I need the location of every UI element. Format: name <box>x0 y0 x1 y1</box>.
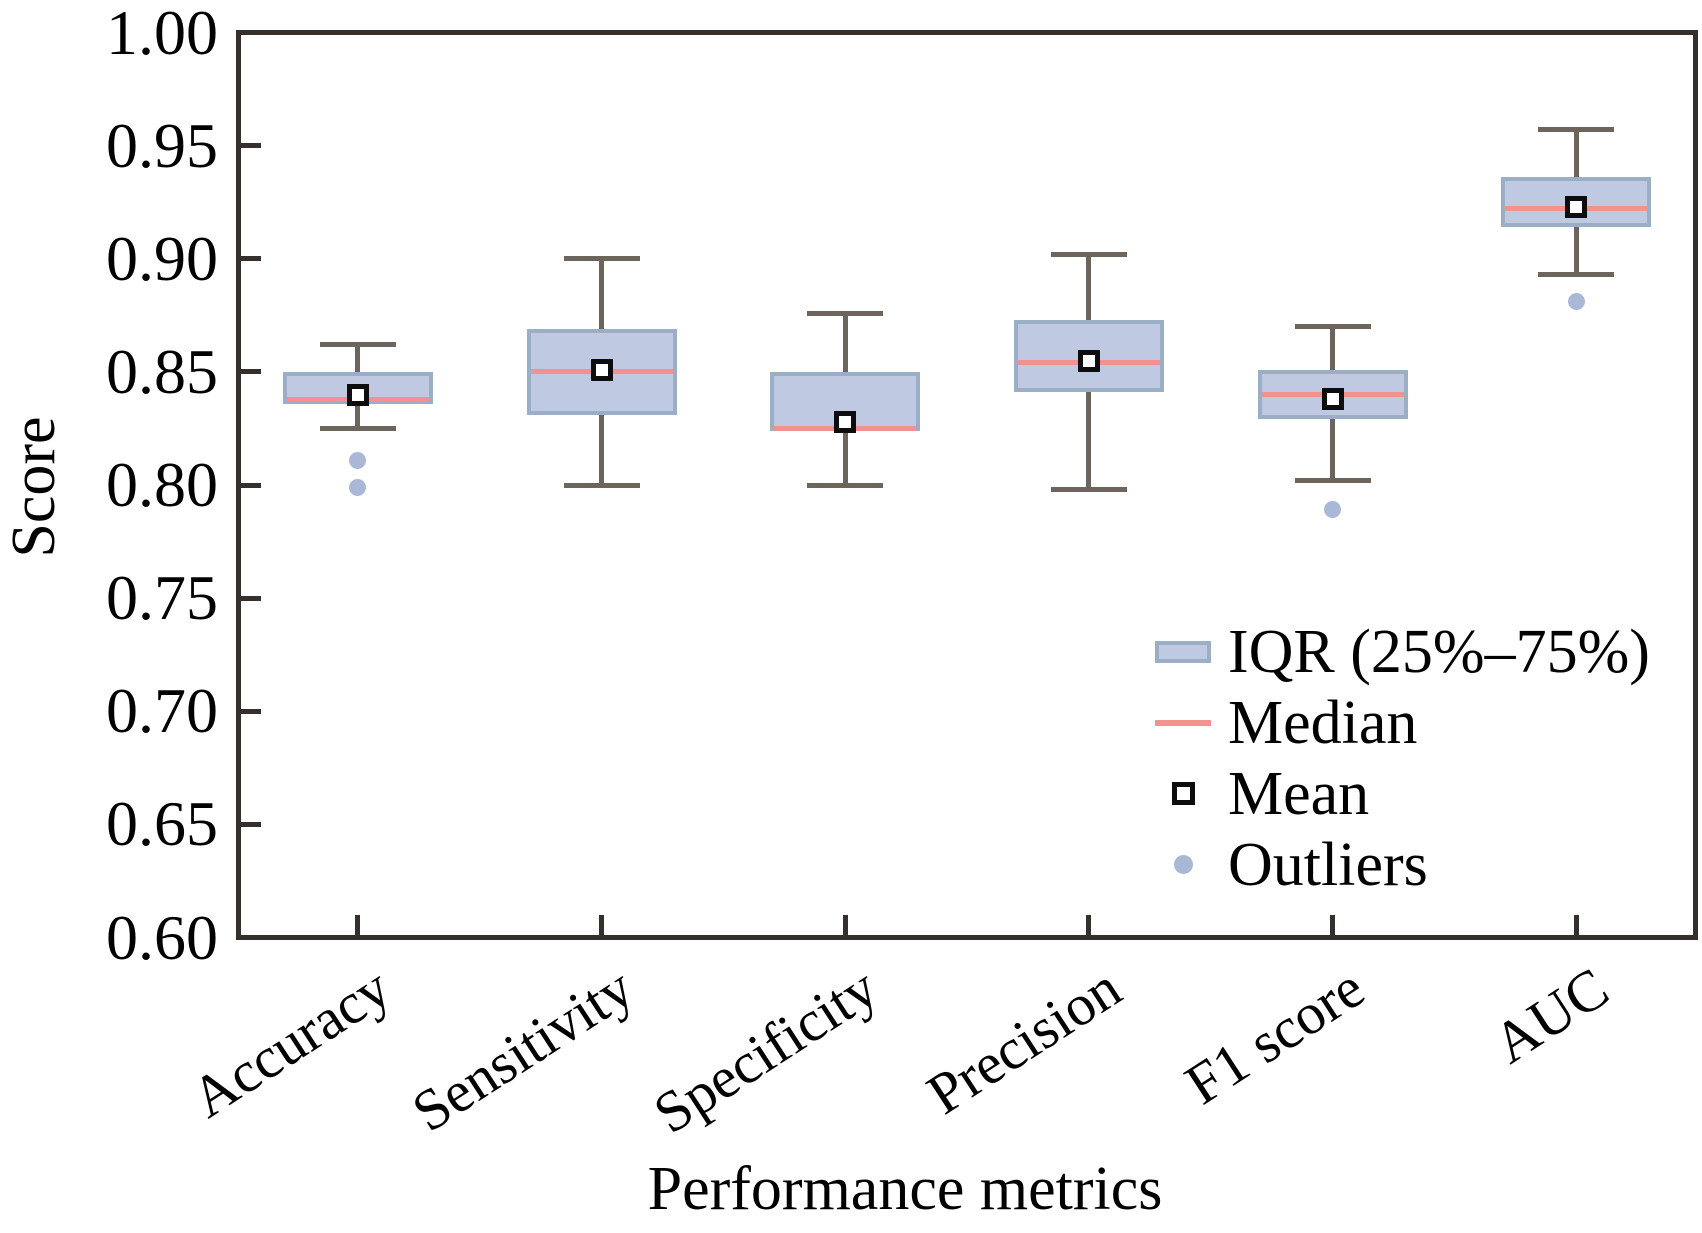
mean-accuracy <box>346 383 369 406</box>
mean-specificity <box>834 410 857 433</box>
plot-area <box>236 30 1698 940</box>
x-category-label-precision: Precision <box>915 954 1133 1127</box>
whisker-cap-top-accuracy <box>319 342 396 348</box>
outlier-f1-score <box>1324 501 1341 519</box>
y-tick <box>241 595 261 601</box>
whisker-cap-bottom-specificity <box>807 482 884 488</box>
y-tick-label: 0.80 <box>106 449 218 520</box>
y-tick-label: 0.85 <box>106 335 218 407</box>
y-tick-label: 0.60 <box>106 901 218 973</box>
legend-label-mean: Mean <box>1228 759 1370 828</box>
y-axis-title: Score <box>0 416 68 558</box>
legend-label-iqr: IQR (25%–75%) <box>1228 617 1650 686</box>
outlier-auc <box>1567 293 1585 311</box>
whisker-cap-top-sensitivity <box>563 256 640 262</box>
mean-sensitivity <box>590 358 613 381</box>
legend-item-mean: Mean <box>1155 758 1650 829</box>
box-auc <box>1501 177 1652 228</box>
y-tick <box>241 143 261 149</box>
whisker-lower-auc <box>1573 227 1579 275</box>
iqr-swatch-icon <box>1155 640 1211 663</box>
whisker-lower-specificity <box>842 430 848 485</box>
y-tick <box>241 482 261 488</box>
whisker-cap-top-f1-score <box>1294 324 1371 330</box>
y-tick-label: 0.95 <box>106 109 218 181</box>
y-tick <box>241 256 261 262</box>
x-tick <box>1573 915 1579 935</box>
x-category-label-f1-score: F1 score <box>1174 954 1376 1118</box>
whisker-lower-f1-score <box>1330 419 1335 481</box>
y-tick-label: 0.65 <box>106 788 218 860</box>
whisker-cap-top-specificity <box>807 310 884 316</box>
whisker-cap-bottom-f1-score <box>1294 477 1371 483</box>
whisker-upper-sensitivity <box>599 258 604 329</box>
whisker-cap-top-precision <box>1050 251 1127 257</box>
legend-item-median: Median <box>1155 687 1650 758</box>
x-tick <box>355 915 361 935</box>
x-category-label-auc: AUC <box>1481 954 1620 1076</box>
whisker-lower-precision <box>1086 392 1092 490</box>
whisker-upper-accuracy <box>355 344 361 372</box>
legend-item-iqr: IQR (25%–75%) <box>1155 616 1650 687</box>
whisker-upper-precision <box>1086 254 1092 320</box>
legend-item-outliers: Outliers <box>1155 829 1650 900</box>
y-tick <box>241 708 261 714</box>
whisker-cap-bottom-auc <box>1538 272 1615 278</box>
x-tick <box>1086 915 1092 935</box>
x-tick <box>599 915 604 935</box>
mean-auc <box>1565 195 1588 218</box>
whisker-upper-auc <box>1573 129 1579 178</box>
y-tick-label: 0.70 <box>106 675 218 747</box>
y-tick <box>241 821 261 827</box>
legend-label-outliers: Outliers <box>1228 830 1428 899</box>
x-tick <box>1330 915 1335 935</box>
outlier-accuracy <box>349 451 367 469</box>
mean-marker-icon <box>1171 782 1195 805</box>
legend-label-median: Median <box>1228 688 1418 757</box>
whisker-upper-specificity <box>842 313 848 372</box>
y-tick-label: 0.75 <box>106 562 218 634</box>
whisker-lower-accuracy <box>355 403 361 429</box>
whisker-cap-top-auc <box>1538 127 1615 133</box>
legend: IQR (25%–75%) Median Mean Outliers <box>1155 616 1650 900</box>
median-line-icon <box>1155 719 1211 726</box>
mean-f1-score <box>1321 388 1344 411</box>
y-tick-label: 0.90 <box>106 222 218 294</box>
x-category-label-sensitivity: Sensitivity <box>401 954 645 1145</box>
y-tick <box>241 369 261 375</box>
whisker-cap-bottom-accuracy <box>319 425 396 431</box>
whisker-upper-f1-score <box>1330 326 1335 370</box>
x-category-label-specificity: Specificity <box>642 954 889 1147</box>
x-category-label-accuracy: Accuracy <box>179 954 402 1131</box>
outlier-accuracy <box>349 478 367 496</box>
whisker-lower-sensitivity <box>599 414 604 485</box>
mean-precision <box>1077 349 1100 372</box>
y-tick-label: 1.00 <box>106 0 218 68</box>
whisker-cap-bottom-precision <box>1050 487 1127 493</box>
x-axis-title: Performance metrics <box>647 1155 1163 1223</box>
outlier-dot-icon <box>1173 855 1193 874</box>
whisker-cap-bottom-sensitivity <box>563 482 640 488</box>
x-tick <box>842 915 848 935</box>
